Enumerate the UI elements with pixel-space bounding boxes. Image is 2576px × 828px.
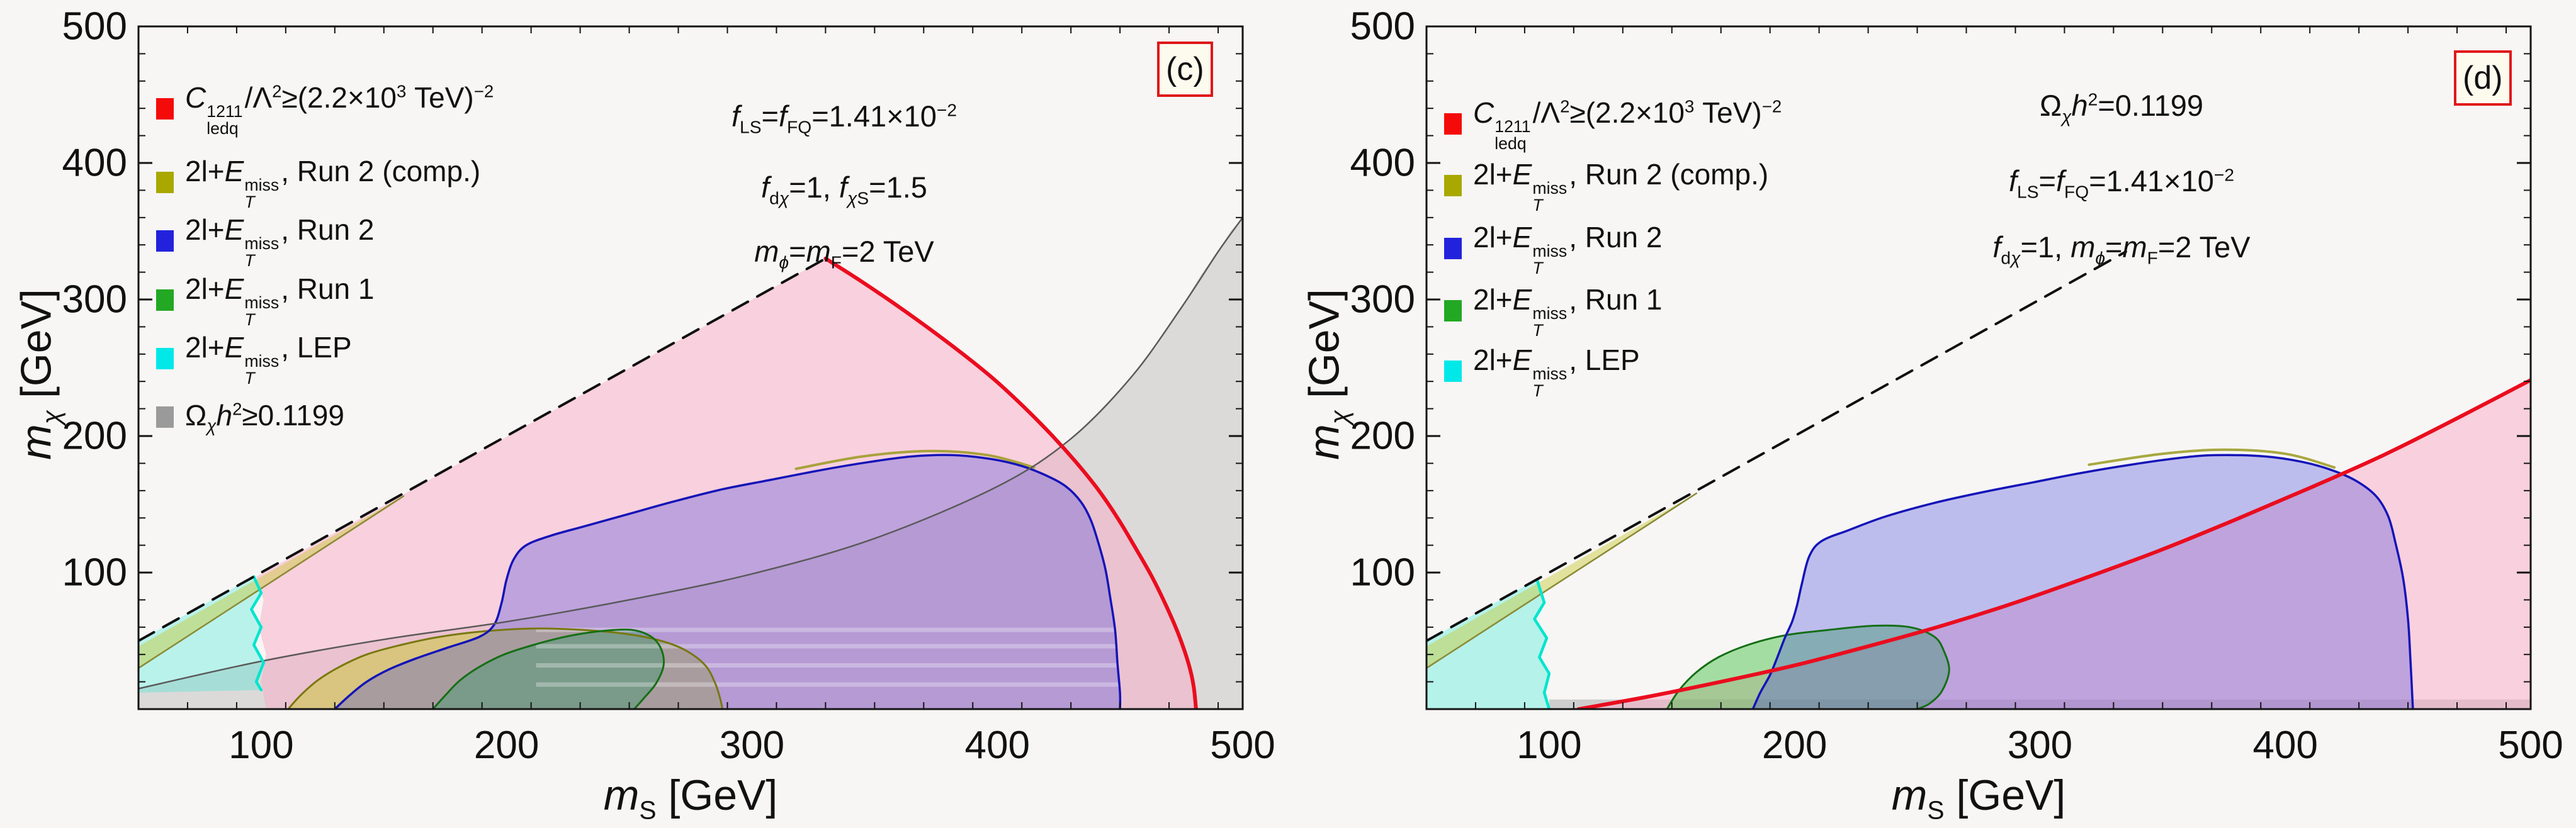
curve-run1-green-edge [1666, 624, 1950, 709]
x-tick-label: 300 [2007, 724, 2073, 767]
y-tick-label: 500 [1350, 4, 1415, 48]
curve-run2comp-top-sliver [2087, 448, 2336, 469]
x-axis-label: mS [GeV] [603, 771, 778, 825]
y-tick-label: 300 [1350, 277, 1415, 322]
legend-label: 2l+E miss T, LEP [1473, 343, 1640, 400]
legend-label: C 1211 ledq/Λ2≥(2.2×103 TeV)−2 [1473, 96, 1782, 153]
legend-label: 2l+E miss T, Run 2 (comp.) [185, 154, 481, 211]
legend-label: 2l+E miss T, Run 1 [1473, 283, 1663, 340]
legend-label: 2l+E miss T, Run 2 [1473, 220, 1663, 277]
annotation-line-2: fdχ=1, fχS=1.5 [761, 171, 927, 208]
curve-mchi-equals-ms-dashed [138, 257, 827, 642]
plot-area [1426, 250, 2531, 709]
x-tick-label: 100 [229, 724, 294, 767]
legend-label: 2l+E miss T, LEP [185, 330, 352, 388]
x-tick-label: 200 [1761, 724, 1827, 767]
panel-label: (c) [1157, 42, 1213, 97]
y-tick-label: 100 [62, 551, 127, 595]
curve-run2-blue-edge [334, 454, 1122, 709]
panel-label: (d) [2454, 50, 2512, 106]
x-axis-label: mS [GeV] [1891, 771, 2066, 825]
plot-area [138, 216, 1243, 709]
legend-item-run1: 2l+E miss T, Run 1 [156, 272, 375, 328]
annotation-line-1: Ωχh2=0.1199 [2039, 89, 2204, 126]
y-tick-label: 500 [62, 4, 127, 48]
axes-frame [1425, 25, 2532, 710]
x-tick-label: 400 [2252, 724, 2318, 767]
region-eft-pink [256, 258, 1196, 709]
legend-item-run2-comp: 2l+E miss T, Run 2 (comp.) [1444, 157, 1768, 214]
x-tick-label: 500 [1210, 724, 1275, 767]
x-tick-label: 400 [964, 724, 1030, 767]
y-tick-label: 400 [1350, 141, 1415, 185]
legend-item-relic: Ωχh2≥0.1199 [156, 398, 344, 436]
curve-run2-blue-edge [1751, 454, 2414, 709]
region-run1-green [432, 629, 664, 709]
region-eft-pink [1578, 380, 2531, 709]
curve-mchi-equals-ms-dashed [1426, 250, 2127, 642]
x-tick-label: 500 [2498, 724, 2563, 767]
plot-canvas-d [1425, 25, 2532, 710]
region-run2comp-blob [288, 628, 723, 709]
legend-swatch-lep [1444, 360, 1462, 382]
curve-lep-cyan-line [250, 575, 266, 691]
panel-c: mχ [GeV] mS [GeV] (c) C 1211 ledq/Λ2≥(2.2×… [13, 4, 1275, 825]
legend-swatch-run2 [1444, 237, 1462, 259]
legend-swatch-run2-comp [156, 171, 174, 193]
legend-item-run2-comp: 2l+E miss T, Run 2 (comp.) [156, 154, 480, 211]
annotation-line-1: fLS=fFQ=1.41×10−2 [731, 99, 958, 137]
y-tick-label: 100 [1350, 551, 1415, 595]
axis-ticks [1426, 25, 2531, 710]
legend-item-run1: 2l+E miss T, Run 1 [1444, 283, 1663, 339]
legend-label: Ωχh2≥0.1199 [185, 398, 344, 436]
x-tick-label: 200 [473, 724, 539, 767]
curve-eft-red-curve [1576, 378, 2531, 709]
y-tick-label: 200 [62, 414, 127, 458]
axis-ticks [138, 25, 1243, 710]
legend-swatch-run2-comp [1444, 174, 1462, 196]
plot-canvas-c [137, 25, 1244, 710]
legend-label: 2l+E miss T, Run 1 [185, 272, 375, 329]
curve-run2comp-blob-edge [287, 627, 724, 709]
legend-label: 2l+E miss T, Run 2 (comp.) [1473, 157, 1769, 215]
legend-item-eft-constraint: C 1211 ledq/Λ2≥(2.2×103 TeV)−2 [156, 81, 494, 137]
legend-swatch-run1 [156, 289, 174, 311]
curve-run2comp-top-sliver [794, 449, 1036, 471]
legend-item-run2: 2l+E miss T, Run 2 [1444, 220, 1663, 277]
curve-lep-cyan-line [1533, 578, 1551, 709]
legend-label: 2l+E miss T, Run 2 [185, 213, 375, 270]
curve-strip-lower-edge [138, 495, 405, 669]
legend-swatch-run1 [1444, 299, 1462, 322]
legend-item-eft-constraint: C 1211 ledq/Λ2≥(2.2×103 TeV)−2 [1444, 96, 1782, 152]
legend-swatch-run2 [156, 230, 174, 252]
annotation-line-3: fdχ=1, mϕ=mF=2 TeV [1992, 230, 2251, 268]
curve-eft-red-curve [823, 256, 1198, 709]
legend-item-run2: 2l+E miss T, Run 2 [156, 213, 375, 269]
annotation-line-3: mϕ=mF=2 TeV [754, 235, 934, 272]
region-run2-blue [1753, 455, 2413, 709]
curve-strip-lower-edge [1426, 492, 1698, 669]
legend-item-lep: 2l+E miss T, LEP [1444, 343, 1640, 400]
legend-swatch-relic [156, 406, 174, 428]
legend-label: C 1211 ledq/Λ2≥(2.2×103 TeV)−2 [185, 81, 494, 138]
annotation-line-2: fLS=fFQ=1.41×10−2 [2008, 164, 2235, 202]
legend-swatch-eft-constraint [1444, 113, 1462, 135]
curve-relic-gray-curve [138, 216, 1243, 690]
region-run1-green [1667, 625, 1950, 709]
y-tick-label: 200 [1350, 414, 1415, 458]
y-tick-label: 400 [62, 141, 127, 185]
legend-swatch-eft-constraint [156, 98, 174, 120]
x-tick-label: 100 [1517, 724, 1582, 767]
legend-swatch-lep [156, 347, 174, 369]
legend-item-lep: 2l+E miss T, LEP [156, 330, 352, 387]
panel-d: mχ [GeV] mS [GeV] (d) C 1211 ledq/Λ2≥(2.2×… [1288, 0, 2576, 828]
x-tick-label: 300 [719, 724, 785, 767]
region-lep-cyan [1426, 579, 1549, 709]
region-lep-cyan [138, 576, 264, 693]
axes-frame [137, 25, 1244, 710]
curve-run1-green-edge [432, 629, 665, 709]
y-tick-label: 300 [62, 277, 127, 322]
